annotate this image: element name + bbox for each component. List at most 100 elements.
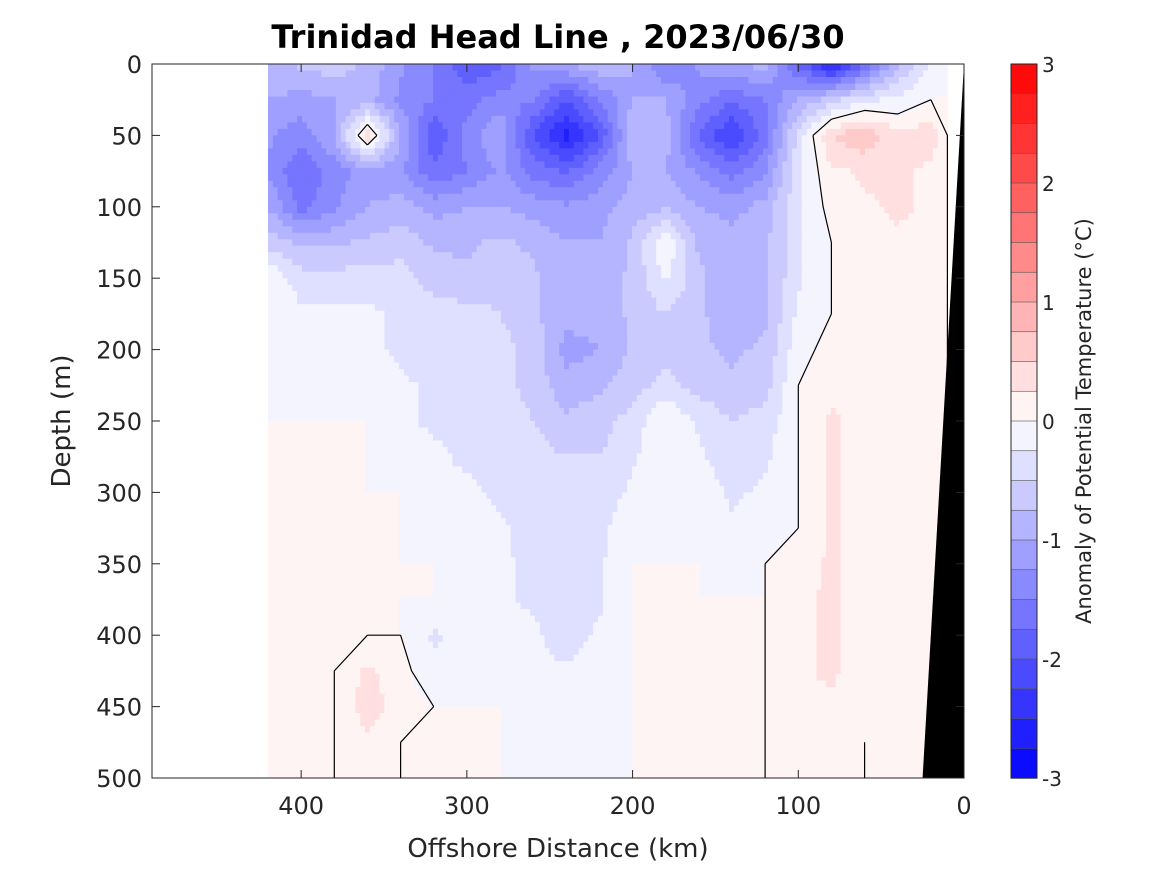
- field-cell: [821, 96, 827, 104]
- field-cell: [457, 135, 463, 143]
- field-cell: [384, 77, 390, 85]
- field-cell: [282, 102, 289, 110]
- field-cell: [326, 291, 332, 299]
- field-cell: [568, 128, 575, 136]
- field-cell: [923, 180, 929, 188]
- field-cell: [666, 64, 672, 72]
- field-cell: [471, 77, 478, 85]
- field-cell: [525, 252, 531, 260]
- field-cell: [923, 70, 929, 78]
- field-cell: [282, 226, 289, 234]
- field-cell: [306, 141, 313, 149]
- field-cell: [534, 135, 541, 143]
- field-cell: [534, 245, 541, 253]
- field-cell: [632, 167, 638, 175]
- field-cell: [399, 180, 405, 188]
- field-cell: [568, 83, 575, 91]
- field-cell: [520, 206, 526, 214]
- field-cell: [321, 252, 327, 260]
- field-cell: [510, 245, 517, 253]
- field-cell: [350, 193, 356, 201]
- field-cell: [423, 193, 429, 201]
- field-cell: [612, 232, 619, 240]
- field-cell: [782, 245, 788, 253]
- field-cell: [287, 206, 293, 214]
- field-cell: [369, 154, 376, 162]
- field-cell: [302, 70, 308, 78]
- field-cell: [670, 96, 677, 104]
- field-cell: [326, 141, 332, 149]
- field-cell: [374, 193, 381, 201]
- field-cell: [471, 161, 478, 169]
- field-cell: [656, 148, 662, 156]
- field-cell: [282, 161, 289, 169]
- field-cell: [428, 226, 434, 234]
- field-cell: [287, 135, 293, 143]
- field-cell: [719, 219, 725, 227]
- field-cell: [481, 180, 487, 188]
- field-cell: [306, 187, 313, 195]
- field-cell: [923, 128, 929, 136]
- field-cell: [428, 206, 434, 214]
- field-cell: [335, 284, 342, 292]
- field-cell: [811, 122, 817, 130]
- field-cell: [666, 174, 672, 182]
- field-cell: [593, 161, 599, 169]
- field-cell: [491, 90, 497, 98]
- field-cell: [607, 122, 614, 130]
- field-cell: [918, 90, 924, 98]
- field-cell: [666, 200, 672, 208]
- field-cell: [738, 226, 745, 234]
- field-cell: [617, 187, 623, 195]
- field-cell: [879, 258, 885, 266]
- field-cell: [374, 213, 381, 221]
- field-cell: [632, 219, 638, 227]
- field-cell: [753, 213, 759, 221]
- field-cell: [617, 70, 623, 78]
- field-cell: [942, 174, 949, 182]
- field-cell: [704, 278, 711, 286]
- field-cell: [340, 284, 347, 292]
- field-cell: [471, 245, 478, 253]
- field-cell: [350, 115, 356, 123]
- field-cell: [360, 232, 366, 240]
- field-cell: [530, 219, 536, 227]
- field-cell: [355, 187, 361, 195]
- field-cell: [811, 206, 817, 214]
- field-cell: [350, 161, 356, 169]
- field-cell: [447, 141, 454, 149]
- field-cell: [821, 226, 827, 234]
- field-cell: [889, 232, 895, 240]
- field-cell: [777, 206, 784, 214]
- field-cell: [311, 226, 318, 234]
- field-cell: [544, 226, 551, 234]
- field-cell: [641, 219, 648, 227]
- field-cell: [699, 174, 706, 182]
- field-cell: [423, 141, 429, 149]
- field-cell: [918, 239, 924, 247]
- field-cell: [272, 96, 279, 104]
- field-cell: [787, 206, 793, 214]
- field-cell: [874, 109, 881, 117]
- field-cell: [554, 148, 560, 156]
- field-cell: [496, 226, 502, 234]
- field-cell: [578, 213, 585, 221]
- field-cell: [743, 77, 750, 85]
- field-cell: [520, 96, 526, 104]
- field-cell: [384, 90, 390, 98]
- field-cell: [733, 109, 740, 117]
- field-cell: [607, 252, 614, 260]
- field-cell: [306, 70, 313, 78]
- field-cell: [908, 245, 915, 253]
- field-cell: [452, 161, 458, 169]
- field-cell: [797, 135, 803, 143]
- field-cell: [923, 193, 929, 201]
- field-cell: [797, 148, 803, 156]
- field-cell: [860, 148, 866, 156]
- field-cell: [355, 252, 361, 260]
- field-cell: [564, 180, 570, 188]
- field-cell: [520, 174, 526, 182]
- field-cell: [534, 265, 541, 273]
- field-cell: [321, 232, 327, 240]
- field-cell: [355, 174, 361, 182]
